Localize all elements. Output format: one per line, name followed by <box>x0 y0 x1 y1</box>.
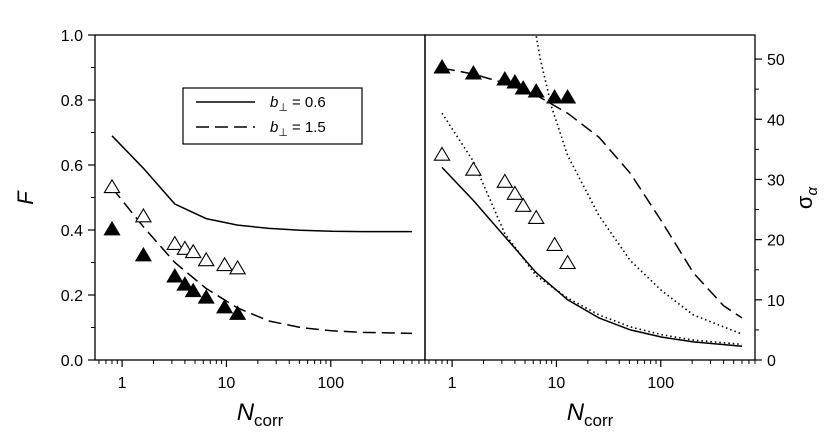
right-filled-triangle-point <box>464 65 482 80</box>
left-filled-triangle-point <box>134 246 152 262</box>
right-filled-triangle-point <box>506 74 524 89</box>
right-filled-triangle-point <box>433 59 451 74</box>
right-y-tick-label: 30 <box>767 172 785 189</box>
right-open-triangle-point <box>559 254 577 270</box>
left-open-triangle-point <box>134 207 152 223</box>
legend-value-0: = 0.6 <box>292 94 326 111</box>
left-open-triangle-point <box>166 235 184 250</box>
legend-subscript-1: ⊥ <box>278 127 288 139</box>
left-open-triangle-point <box>184 243 202 259</box>
left-x-axis-title-main: N <box>237 399 255 426</box>
right-series-dotted-line-2 <box>441 112 743 346</box>
right-open-triangle-point <box>546 236 564 251</box>
left-filled-triangle-point <box>216 298 234 314</box>
left-y-tick-label: 0.0 <box>61 353 83 370</box>
right-x-tick-label: 10 <box>548 375 566 392</box>
left-x-axis-title-sub: corr <box>254 411 284 430</box>
left-x-tick-label: 10 <box>218 375 236 392</box>
right-open-triangle-point <box>433 146 451 161</box>
legend-symbol-0: b <box>270 94 278 111</box>
right-filled-triangle-point <box>559 89 577 104</box>
right-plot-frame <box>424 34 756 361</box>
legend-symbol-1: b <box>270 119 278 136</box>
left-open-triangle-point <box>197 251 215 267</box>
legend-label-1: b⊥ = 1.5 <box>270 119 326 139</box>
right-y-tick-label: 40 <box>767 112 785 129</box>
left-series-solid-line-0 <box>111 135 412 233</box>
left-filled-triangle-point <box>197 289 215 304</box>
left-open-triangle-point <box>176 240 194 255</box>
right-y-axis-title-sub: α <box>804 186 821 195</box>
left-filled-triangle-point <box>166 268 184 283</box>
right-open-triangle-point <box>496 173 514 188</box>
right-filled-triangle-point <box>527 83 545 98</box>
right-x-axis-title-sub: corr <box>584 411 614 430</box>
right-series-solid-line-0 <box>441 166 743 347</box>
right-x-axis-title-main: N <box>567 399 585 426</box>
left-filled-triangle-point <box>229 305 247 320</box>
left-plot-content <box>103 135 413 335</box>
legend-label-0: b⊥ = 0.6 <box>270 94 326 114</box>
left-open-triangle-point <box>103 178 121 194</box>
right-x-tick-label: 100 <box>647 375 674 392</box>
left-x-axis-title: Ncorr <box>237 399 284 430</box>
right-filled-triangle-point <box>514 80 532 95</box>
right-y-tick-label: 10 <box>767 293 785 310</box>
right-open-triangle-point <box>514 197 532 212</box>
legend-value-1: = 1.5 <box>292 119 326 136</box>
left-y-tick-label: 0.8 <box>61 93 83 110</box>
right-plot-content <box>433 35 743 347</box>
right-x-axis-title: Ncorr <box>567 399 614 430</box>
right-axes: 1 10 100 0 10 20 30 40 50 <box>428 52 785 392</box>
left-filled-triangle-point <box>184 282 202 298</box>
right-y-tick-label: 50 <box>767 52 785 69</box>
right-open-triangle-point <box>527 209 545 224</box>
left-open-triangle-point <box>229 259 247 275</box>
right-open-triangle-point <box>506 185 524 200</box>
legend-box <box>182 87 363 145</box>
right-filled-triangle-point <box>496 71 514 86</box>
right-x-tick-label: 1 <box>448 375 457 392</box>
right-series-dashed-line-1 <box>441 67 743 319</box>
left-y-axis-title: F <box>13 190 38 205</box>
right-y-axis-title-main: σ <box>792 195 817 209</box>
right-y-tick-label: 0 <box>767 353 776 370</box>
left-x-tick-label: 100 <box>317 375 344 392</box>
left-filled-triangle-point <box>103 220 121 236</box>
right-panel: 1 10 100 0 10 20 30 40 50 σα Ncorr <box>424 34 821 430</box>
legend: b⊥ = 0.6 b⊥ = 1.5 <box>182 87 363 145</box>
right-open-triangle-point <box>464 161 482 176</box>
left-x-tick-label: 1 <box>118 375 127 392</box>
legend-subscript-0: ⊥ <box>278 102 288 114</box>
left-y-tick-label: 0.6 <box>61 158 83 175</box>
left-y-tick-label: 0.2 <box>61 288 83 305</box>
left-series-dashed-line-1 <box>111 187 413 335</box>
left-y-tick-label: 0.4 <box>61 223 83 240</box>
right-filled-triangle-point <box>546 89 564 104</box>
right-y-axis-title: σα <box>792 186 821 209</box>
left-axes: 1 10 100 0.0 0.2 0.4 0.6 0.8 1.0 <box>61 28 426 392</box>
right-series-dotted-line-3 <box>535 35 743 335</box>
left-y-tick-label: 1.0 <box>61 28 83 45</box>
right-y-tick-label: 20 <box>767 233 785 250</box>
left-plot-frame <box>94 34 426 361</box>
left-filled-triangle-point <box>176 276 194 291</box>
left-open-triangle-point <box>216 256 234 272</box>
